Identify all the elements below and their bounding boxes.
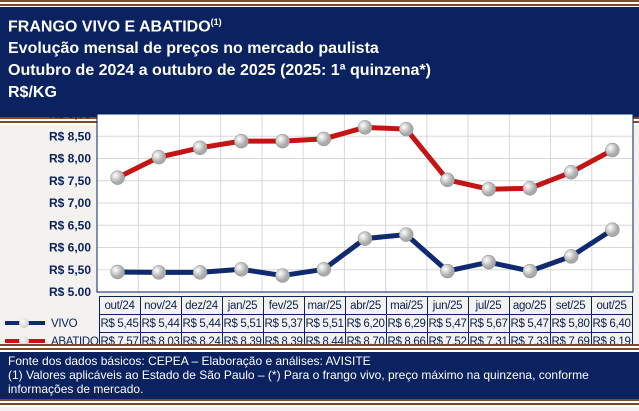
data-point-vivo [563,249,579,264]
chart-unit: R$/KG [8,84,57,102]
chart-period: Outubro de 2024 a outubro de 2025 (2025:… [8,62,431,80]
data-label: R$ 6,20 [344,314,387,333]
category-label: nov/24 [139,296,182,315]
legend-abatido-marker [5,336,45,347]
data-point-abatido [275,133,290,149]
data-point-abatido [357,120,373,135]
y-tick-label: R$ 5,00 [49,285,91,296]
data-point-abatido [151,149,167,165]
top-border [0,0,639,8]
data-point-abatido [605,142,620,158]
data-label: R$ 5,37 [262,314,305,333]
data-point-vivo [151,265,167,280]
y-tick-label: R$ 9,00 [49,107,91,121]
y-tick-label: R$ 5,50 [49,263,91,277]
category-label: out/24 [98,296,141,315]
data-point-abatido [398,121,414,137]
chart-subtitle: Evolução mensal de preços no mercado pau… [8,40,379,58]
category-label: dez/24 [180,296,223,315]
data-label: R$ 5,47 [426,314,469,333]
y-tick-label: R$ 8,00 [49,152,91,166]
data-point-abatido [563,165,579,180]
data-label: R$ 5,47 [508,314,551,333]
category-label: ago/25 [508,296,551,315]
footer: Fonte dos dados básicos: CEPEA – Elabora… [0,352,639,399]
legend-vivo-marker [5,318,45,329]
data-point-vivo [481,254,496,270]
category-label: jan/25 [221,296,264,315]
data-point-vivo [275,268,290,283]
y-tick-label: R$ 8,50 [49,129,91,143]
source-note: Fonte dos dados básicos: CEPEA – Elabora… [8,354,371,368]
legend-vivo-label: VIVO [51,317,78,330]
data-table: out/24 nov/24 dez/24 jan/25 fev/25 mar/25 abr/… [1,296,633,351]
data-point-vivo [522,263,538,279]
line-chart: R$ 5,00 R$ 5,50 R$ 6,00 R$ 6,50 R$ 7,00 R$ 7,… [49,107,634,296]
data-point-vivo [398,227,414,242]
data-point-abatido [234,133,249,149]
data-label: R$ 5,67 [467,314,510,333]
data-point-vivo [440,263,455,279]
data-point-abatido [192,140,208,156]
data-point-abatido [110,170,125,185]
data-point-vivo [192,265,208,280]
footnote: (1) Valores aplicáveis ao Estado de São … [8,368,589,396]
y-tick-label: R$ 6,50 [49,218,91,232]
data-point-vivo [357,231,373,246]
data-label: R$ 5,80 [549,314,592,333]
data-point-vivo [234,262,249,277]
data-point-vivo [110,264,125,280]
data-point-abatido [522,181,538,196]
data-label: R$ 5,44 [139,314,182,333]
data-label: R$ 6,29 [385,314,428,333]
category-label: mar/25 [303,296,346,315]
data-label: R$ 5,44 [180,314,223,333]
data-point-vivo [605,222,620,237]
category-label: out/25 [590,296,633,315]
y-tick-label: R$ 6,00 [49,241,91,255]
data-label: R$ 6,40 [590,314,633,333]
data-point-abatido [481,181,496,197]
y-tick-label: R$ 7,00 [49,196,91,210]
chart-title: FRANGO VIVO E ABATIDO(1) [8,17,222,36]
category-label: jun/25 [426,296,469,315]
y-tick-label: R$ 7,50 [49,174,91,188]
data-label: R$ 5,51 [303,314,346,333]
category-label: fev/25 [262,296,305,315]
category-label: mai/25 [385,296,428,315]
footer-top-border [0,344,639,352]
category-label: set/25 [549,296,592,315]
data-label: R$ 5,51 [221,314,264,333]
data-label: R$ 5,45 [98,314,141,333]
data-point-abatido [316,131,332,147]
plot-border [96,113,634,293]
data-point-abatido [440,172,455,188]
category-label: jul/25 [467,296,510,315]
data-point-vivo [316,262,332,277]
footer-bottom-border [0,399,639,407]
category-label: abr/25 [344,296,387,315]
chart-header: FRANGO VIVO E ABATIDO(1) Evolução mensal… [0,7,639,117]
